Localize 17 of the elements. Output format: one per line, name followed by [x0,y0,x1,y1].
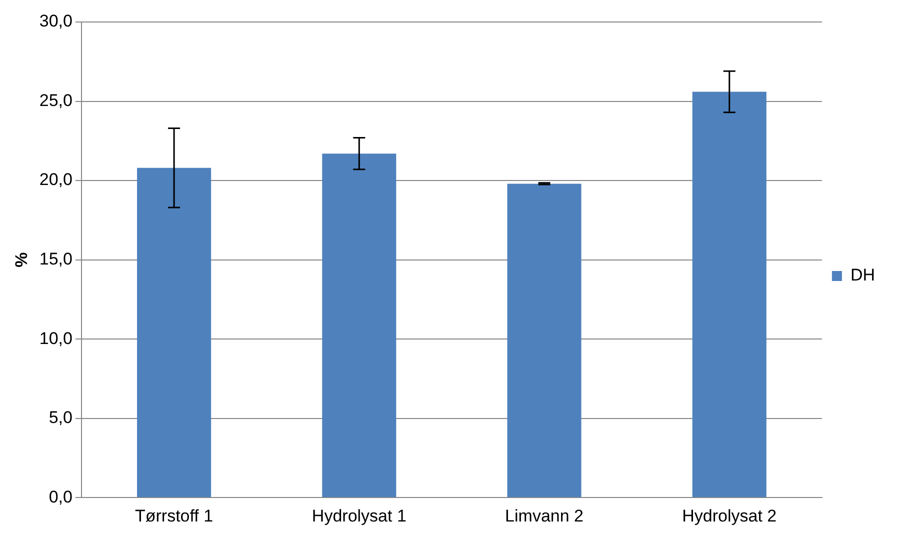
x-tick-label: Tørrstoff 1 [134,506,214,526]
y-tick-label: 20,0 [39,170,72,190]
legend-label: DH [850,266,876,285]
bar [692,92,766,498]
x-tick-label: Limvann 2 [505,506,584,526]
bar [322,154,396,498]
x-tick-label: Hydrolysat 1 [312,506,406,526]
y-axis-title: % [12,252,31,268]
bar [507,184,582,498]
y-tick-label: 10,0 [39,328,72,348]
y-tick-label: 0,0 [48,487,72,506]
y-tick-label: 5,0 [48,408,72,428]
y-tick-label: 25,0 [39,90,72,110]
x-tick-label: Hydrolysat 2 [682,506,777,526]
y-tick-label: 15,0 [39,249,72,268]
y-tick-label: 30,0 [39,12,72,31]
bar [137,168,212,498]
